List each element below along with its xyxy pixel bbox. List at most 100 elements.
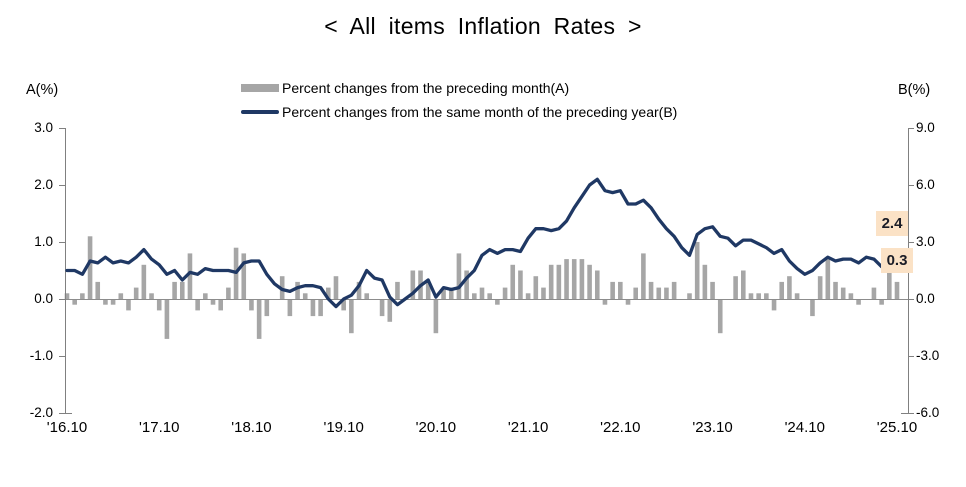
legend-label-yearly: Percent changes from the same month of t… [282, 103, 678, 120]
bar [848, 293, 854, 299]
bar [833, 281, 838, 299]
bar [840, 287, 846, 299]
bar [887, 270, 892, 299]
bar [564, 259, 569, 299]
legend-item-yearly: Percent changes from the same month of t… [241, 103, 677, 120]
x-axis-tick-label: '21.10 [507, 419, 549, 436]
left-axis-tick-label: -1.0 [29, 348, 53, 363]
left-axis-tick-label: 1.0 [34, 234, 53, 249]
bar [756, 293, 761, 299]
bar [249, 299, 254, 311]
bar [341, 299, 346, 311]
right-axis-tick-label: -3.0 [916, 348, 940, 363]
bar [395, 281, 400, 299]
bar [210, 299, 216, 305]
right-axis-tick-label: 3.0 [916, 234, 935, 249]
bar [694, 242, 700, 299]
bar [387, 299, 393, 322]
right-axis-title: B(%) [898, 82, 931, 98]
bar [195, 299, 200, 311]
bar [356, 281, 362, 299]
bar [764, 293, 769, 299]
left-axis-tick-label: -2.0 [29, 405, 53, 420]
x-axis-tick-label: '25.10 [876, 419, 918, 436]
callout-mom-value: 0.3 [881, 248, 913, 273]
bar [625, 299, 631, 305]
bar [748, 293, 754, 299]
bar [95, 281, 101, 299]
bar [825, 259, 831, 299]
bar [287, 299, 293, 317]
bar [879, 299, 884, 305]
bar [149, 293, 154, 299]
bar [256, 299, 262, 339]
bar [187, 253, 193, 299]
bar-series-swatch-icon [241, 83, 279, 92]
bar [118, 293, 124, 299]
bar [379, 299, 385, 317]
bar [594, 270, 600, 299]
bar [648, 281, 654, 299]
bar [771, 299, 777, 311]
bar [410, 270, 416, 299]
bar [126, 299, 131, 311]
bar [533, 276, 539, 299]
bar [633, 287, 638, 299]
bar [787, 276, 792, 299]
bar [80, 293, 85, 299]
bar [602, 299, 608, 305]
bar [441, 287, 446, 299]
bar [641, 253, 646, 299]
legend-item-monthly: Percent changes from the preceding month… [241, 79, 569, 96]
left-axis-title: A(%) [26, 82, 59, 98]
x-axis-tick-label: '18.10 [231, 419, 272, 436]
bar [525, 293, 531, 299]
bar [64, 293, 70, 299]
callout-yoy-value: 2.4 [876, 211, 908, 236]
bar [587, 264, 592, 299]
bar [164, 299, 170, 339]
bar [518, 270, 523, 299]
bar [541, 287, 546, 299]
bar [333, 276, 339, 299]
right-axis-tick-label: 6.0 [916, 177, 935, 192]
axes [59, 128, 914, 414]
bar [226, 287, 231, 299]
bar [656, 287, 662, 299]
bar [349, 299, 354, 334]
right-axis-tick-label: 0.0 [916, 291, 935, 306]
bar [310, 299, 316, 317]
bar [218, 299, 223, 311]
bar [326, 287, 331, 299]
bar [856, 299, 861, 305]
bar [241, 253, 247, 299]
bar [495, 299, 500, 305]
x-axis-tick-label: '22.10 [600, 419, 641, 436]
bar [487, 293, 492, 299]
left-axis-tick-label: 3.0 [34, 120, 53, 135]
bar [579, 259, 585, 299]
bar [871, 287, 877, 299]
x-axis-tick-label: '20.10 [415, 419, 457, 436]
bar [618, 281, 623, 299]
bar [687, 293, 692, 299]
x-axis-tick-label: '16.10 [46, 419, 88, 436]
bar [156, 299, 162, 311]
legend-label-monthly: Percent changes from the preceding month… [282, 79, 570, 96]
bar [264, 299, 270, 317]
bar [295, 281, 300, 299]
bar [133, 287, 139, 299]
bar [141, 264, 147, 299]
bar [702, 264, 708, 299]
bar [810, 299, 815, 317]
bar [425, 281, 431, 299]
bar [302, 293, 308, 299]
bar [510, 264, 516, 299]
bar [456, 253, 462, 299]
chart-title: < All items Inflation Rates > [324, 13, 642, 39]
right-axis-tick-label: -6.0 [916, 405, 940, 420]
bar [318, 299, 323, 317]
bar [502, 287, 508, 299]
left-axis-tick-label: 0.0 [34, 291, 53, 306]
